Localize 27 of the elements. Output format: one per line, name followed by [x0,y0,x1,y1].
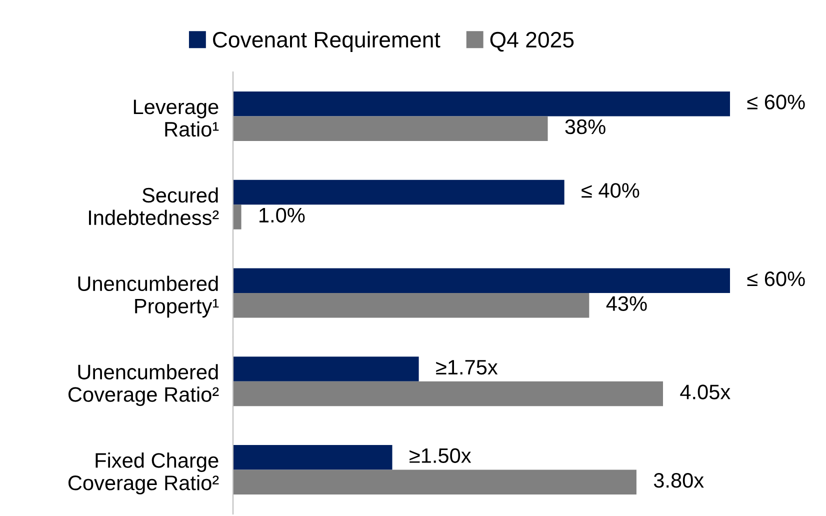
y-tick-label: Secured Indebtedness² [89,187,219,226]
bar [233,470,636,495]
data-label: ≥1.50x [410,448,472,464]
bar [233,268,730,293]
bar [233,180,564,205]
bar [233,445,392,470]
bar [233,356,419,382]
y-tick-label: Unencumbered Property¹ [78,276,219,318]
data-label: ≤ 40% [582,183,640,198]
data-label: 3.80x [654,473,704,488]
bar [233,91,730,116]
y-tick-label: Fixed Charge Coverage Ratio² [68,452,219,494]
bar [233,293,590,318]
data-label: 38% [565,119,606,134]
data-label: ≤ 60% [747,94,805,110]
bar [233,116,548,141]
y-tick-label: Leverage Ratio¹ [134,100,219,137]
data-label: ≥1.75x [436,360,498,375]
y-tick-label: Unencumbered Coverage Ratio² [68,364,219,406]
legend-label: Q4 2025 [490,32,574,52]
data-label: ≤ 60% [747,271,805,286]
data-label: 4.05x [680,384,730,400]
data-label: 1.0% [260,208,305,223]
data-label: 43% [606,296,647,311]
bar [233,381,663,406]
bar [233,204,242,230]
legend-label: Covenant Requirement [213,31,440,52]
